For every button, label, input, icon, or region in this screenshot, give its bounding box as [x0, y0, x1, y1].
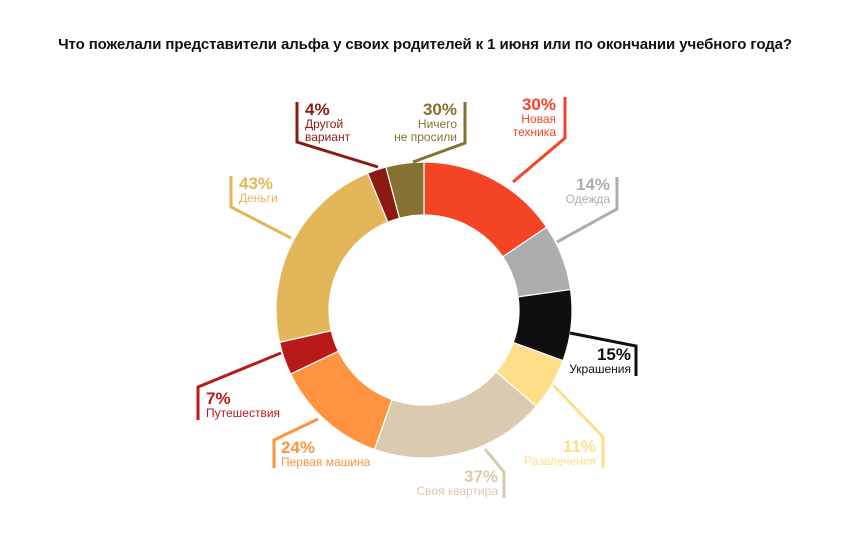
leader-line-9 — [412, 102, 467, 164]
slice-4 — [373, 370, 538, 459]
slice-name: Другой вариант — [305, 117, 351, 144]
slice-label-5: 24% Первая машина — [281, 439, 370, 469]
slice-name: Путешествия — [206, 406, 281, 420]
leader-line-8 — [295, 102, 379, 169]
leader-line-0 — [512, 97, 567, 184]
leader-line-3 — [551, 383, 605, 468]
slice-value: 24% — [281, 438, 316, 457]
leader-line-5 — [272, 417, 319, 468]
slice-label-6: 7% Путешествия — [206, 390, 280, 420]
slice-name: Развлечения — [524, 454, 596, 468]
leader-line-2 — [569, 331, 638, 376]
slice-label-0: 30% Новая техника — [513, 96, 556, 139]
slice-value: 30% — [521, 95, 556, 114]
slice-value: 4% — [305, 100, 330, 119]
slice-value: 43% — [239, 174, 274, 193]
slice-name: Деньги — [239, 191, 278, 205]
slice-label-9: 30% Ничего не просили — [394, 101, 457, 144]
slice-label-4: 37% Своя квартира — [416, 468, 498, 498]
slice-name: Первая машина — [281, 455, 371, 469]
slice-value: 37% — [463, 467, 498, 486]
slice-label-1: 14% Одежда — [566, 176, 610, 206]
slice-value: 15% — [596, 345, 631, 364]
slice-label-8: 4% Другой вариант — [305, 101, 350, 144]
slice-value: 14% — [575, 175, 610, 194]
slice-name: Ничего не просили — [394, 117, 457, 144]
slice-name: Своя квартира — [416, 484, 498, 498]
slice-value: 7% — [206, 389, 231, 408]
slice-name: Одежда — [565, 192, 610, 206]
slice-label-2: 15% Украшения — [569, 346, 631, 376]
leader-line-4 — [483, 448, 506, 498]
slice-name: Украшения — [569, 362, 631, 376]
slice-value: 30% — [422, 100, 457, 119]
chart-title: Что пожелали представители альфа у своих… — [58, 36, 792, 53]
slice-value: 11% — [562, 437, 596, 456]
slice-name: Новая техника — [512, 112, 556, 139]
slice-7 — [275, 172, 389, 343]
leader-line-6 — [196, 351, 282, 420]
leader-line-1 — [556, 177, 619, 244]
slice-label-7: 43% Деньги — [239, 175, 278, 205]
slice-9 — [385, 161, 425, 219]
leader-line-7 — [229, 176, 292, 240]
slice-label-3: 11% Развлечения — [524, 438, 596, 468]
